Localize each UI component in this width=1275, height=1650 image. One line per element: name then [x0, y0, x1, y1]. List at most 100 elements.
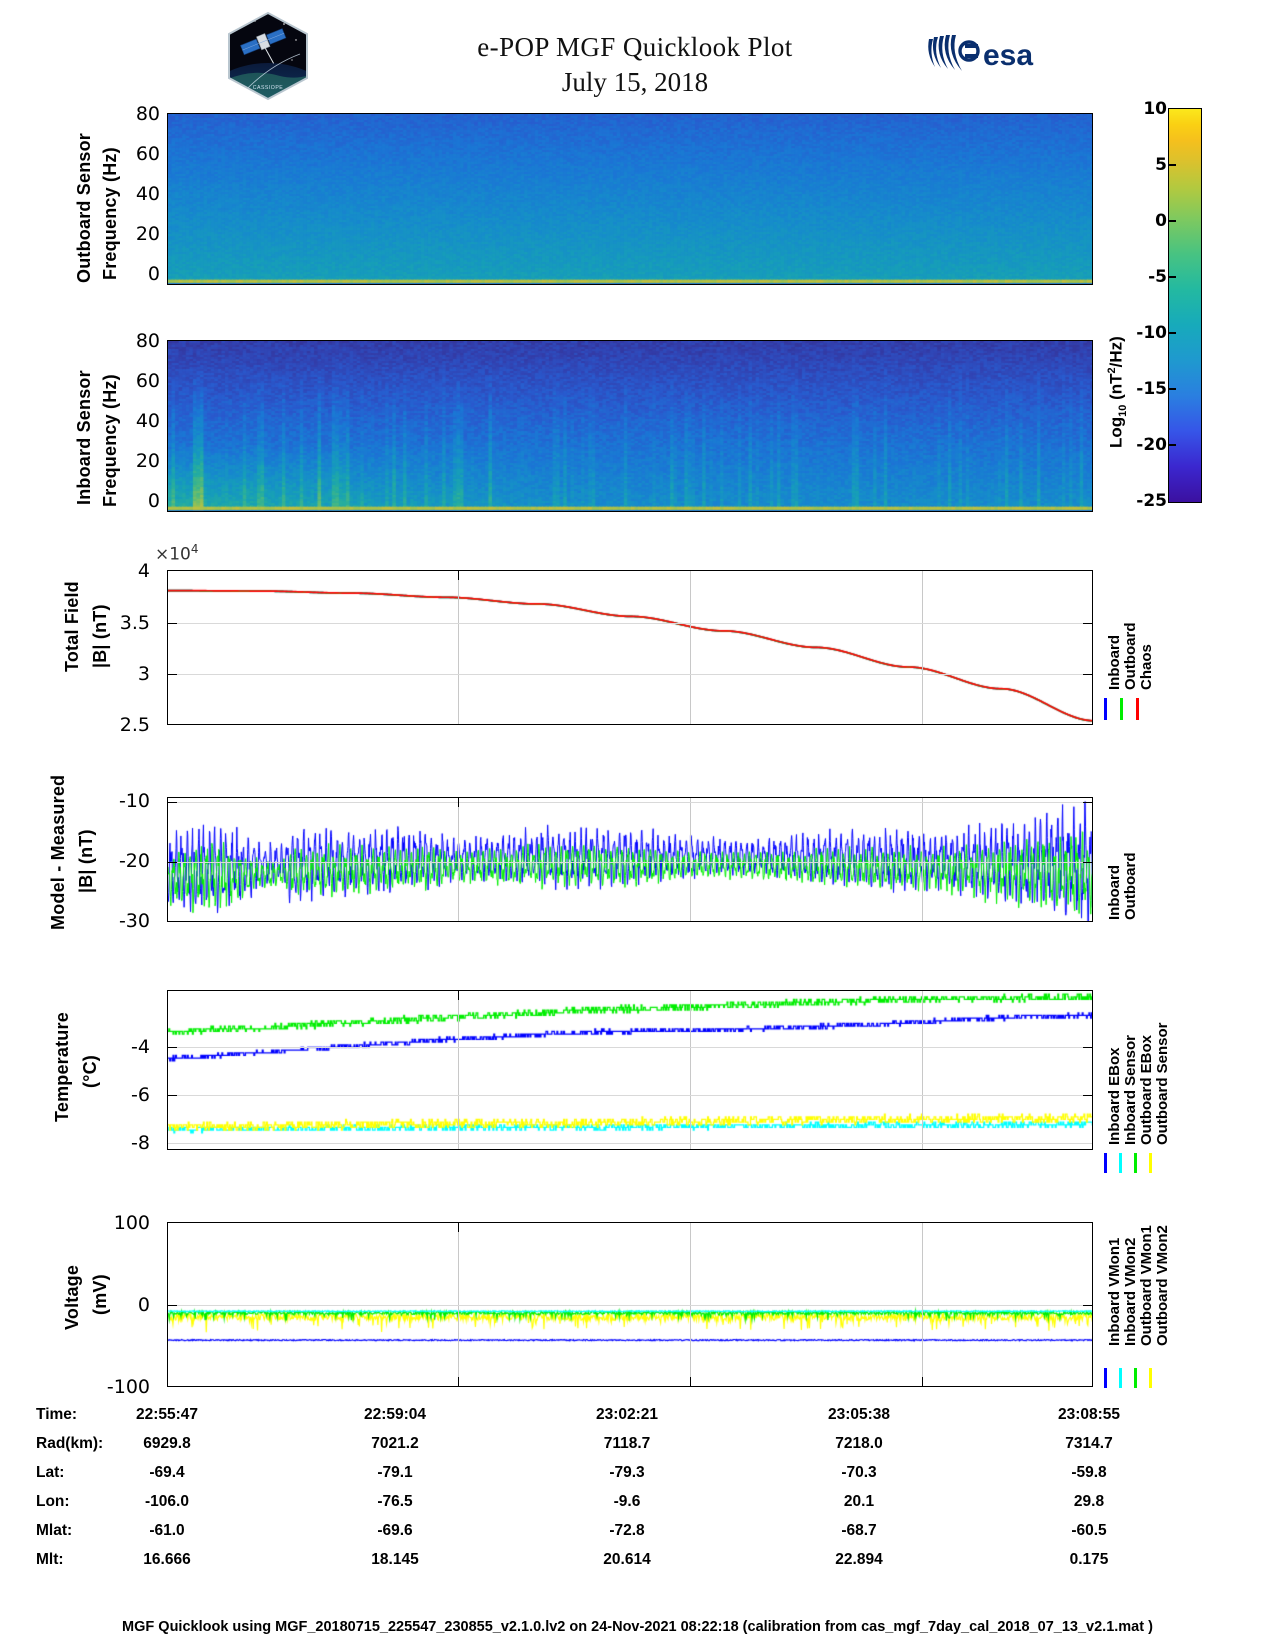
page-header: CASSIOPE e-POP MGF Quicklook Plot July 1… — [0, 0, 1275, 105]
tick — [1083, 1047, 1092, 1048]
yt-p2-40: 40 — [135, 410, 160, 432]
legend-swatch-inboard-vmon2 — [1119, 1368, 1122, 1388]
plot-frame — [167, 340, 1093, 512]
esa-wordmark: esa — [983, 39, 1033, 72]
colorbar-dash — [1168, 276, 1176, 278]
row-label-rad: Rad(km): — [36, 1435, 104, 1452]
gridline-v — [458, 798, 459, 921]
tick — [458, 571, 459, 580]
yt-p1-40: 40 — [135, 183, 160, 205]
row-label-lat: Lat: — [36, 1464, 65, 1481]
tick — [168, 674, 177, 675]
cell-lat-0: -69.4 — [149, 1464, 185, 1481]
cell-lat-3: -70.3 — [841, 1464, 877, 1481]
gridline-h — [168, 1143, 1092, 1144]
cell-lat-1: -79.1 — [377, 1464, 413, 1481]
colorbar-label-base: Log — [1106, 416, 1126, 448]
legend-swatch-chaos — [1136, 698, 1139, 720]
yt-p6--100: -100 — [106, 1376, 150, 1398]
cell-mlt-1: 18.145 — [371, 1551, 419, 1568]
title-line-1: e-POP MGF Quicklook Plot — [477, 32, 793, 62]
cell-rad-2: 7118.7 — [603, 1435, 651, 1452]
cell-lon-2: -9.6 — [613, 1493, 641, 1510]
tick — [1083, 674, 1092, 675]
row-label-lon: Lon: — [36, 1493, 70, 1510]
cell-rad-4: 7314.7 — [1065, 1435, 1113, 1452]
legend-label-outboard: Outboard — [1122, 622, 1139, 691]
cell-lon-3: 20.1 — [843, 1493, 875, 1510]
gridline-h — [168, 1047, 1092, 1048]
gridline-v — [458, 991, 459, 1149]
plot-frame — [167, 113, 1093, 285]
colorbar-dash — [1168, 332, 1176, 334]
cell-lat-4: -59.8 — [1071, 1464, 1107, 1481]
legend-swatch-outboard-vmon2 — [1149, 1368, 1152, 1388]
tick — [1083, 802, 1092, 803]
panel-inboard-spectrogram — [167, 340, 1093, 512]
cell-rad-3: 7218.0 — [835, 1435, 883, 1452]
exponent-power: 4 — [190, 542, 199, 556]
colorbar-axis-label: Log10 (nT2/Hz) — [1106, 336, 1129, 448]
cell-mlt-0: 16.666 — [143, 1551, 191, 1568]
panel-outboard-ylabel-line2: Frequency (Hz) — [100, 147, 120, 280]
panel-inboard-ylabel-line2: Frequency (Hz) — [100, 374, 120, 507]
legend-label-outboard-vmon2: Outboard VMon2 — [1154, 1225, 1171, 1346]
mission-patch-icon: CASSIOPE — [222, 10, 314, 102]
panel-voltage — [167, 1222, 1093, 1387]
cell-mlat-4: -60.5 — [1071, 1522, 1107, 1539]
cell-lon-4: 29.8 — [1073, 1493, 1105, 1510]
panel-outboard-ylabel-line1: Outboard Sensor — [74, 132, 94, 283]
tick — [1083, 1305, 1092, 1306]
tick — [168, 802, 177, 803]
page-title: e-POP MGF Quicklook Plot July 15, 2018 — [330, 30, 940, 100]
cell-mlat-3: -68.7 — [841, 1522, 877, 1539]
legend-model-measured: Inboard Outboard — [1098, 800, 1158, 930]
tick — [168, 862, 177, 863]
colorbar-gradient — [1168, 108, 1202, 503]
legend-label-outboard-sensor: Outboard Sensor — [1154, 1022, 1171, 1145]
cell-mlt-3: 22.894 — [835, 1551, 883, 1568]
yt-p4--10: -10 — [118, 790, 150, 812]
gridline-h — [168, 623, 1092, 624]
colorbar-tick-1: 5 — [1155, 155, 1167, 175]
yt-p5--6: -6 — [131, 1084, 150, 1106]
plot-frame — [167, 1222, 1093, 1387]
yt-p3-3: 3 — [137, 663, 150, 685]
gridline-v — [690, 991, 691, 1149]
yt-p6-100: 100 — [113, 1212, 150, 1234]
colorbar-label-rest: (nT — [1106, 373, 1126, 405]
legend-label-outboard-ebox: Outboard EBox — [1138, 1034, 1155, 1145]
legend-label-inboard: Inboard — [1106, 865, 1123, 920]
yt-p5--4: -4 — [131, 1036, 150, 1058]
panel-temperature — [167, 990, 1093, 1150]
gridline-v — [458, 571, 459, 724]
legend-label-inboard: Inboard — [1106, 635, 1123, 690]
legend-swatch-outboard-sensor — [1149, 1153, 1152, 1173]
gridline-h — [168, 1095, 1092, 1096]
gridline-v — [922, 1223, 923, 1386]
panel-mm-ylabel-line1: Model - Measured — [48, 774, 68, 930]
tick — [922, 1377, 923, 1386]
cell-time-1: 22:59:04 — [363, 1406, 427, 1423]
colorbar-tick-2: 0 — [1155, 211, 1167, 231]
colorbar-dash — [1168, 444, 1176, 446]
gridline-v — [922, 798, 923, 921]
colorbar-tick-7: -25 — [1136, 491, 1167, 511]
tick — [168, 623, 177, 624]
colorbar-label-sup: 2 — [1106, 367, 1118, 374]
gridline-v — [458, 1223, 459, 1386]
panel-total-field — [167, 570, 1093, 725]
cell-mlat-0: -61.0 — [149, 1522, 185, 1539]
legend-label-inboard-vmon2: Inboard VMon2 — [1122, 1237, 1139, 1346]
tick — [458, 1377, 459, 1386]
colorbar-dash — [1168, 220, 1176, 222]
total-field-exponent: ×104 — [155, 542, 199, 565]
cell-time-0: 22:55:47 — [135, 1406, 199, 1423]
colorbar-tick-4: -10 — [1136, 323, 1167, 343]
tick — [458, 991, 459, 1000]
cell-lat-2: -79.3 — [609, 1464, 645, 1481]
legend-swatch-outboard-vmon1 — [1134, 1368, 1137, 1388]
yt-p4--30: -30 — [118, 910, 150, 932]
legend-label-chaos: Chaos — [1138, 644, 1155, 690]
yt-p6-0: 0 — [137, 1294, 150, 1316]
